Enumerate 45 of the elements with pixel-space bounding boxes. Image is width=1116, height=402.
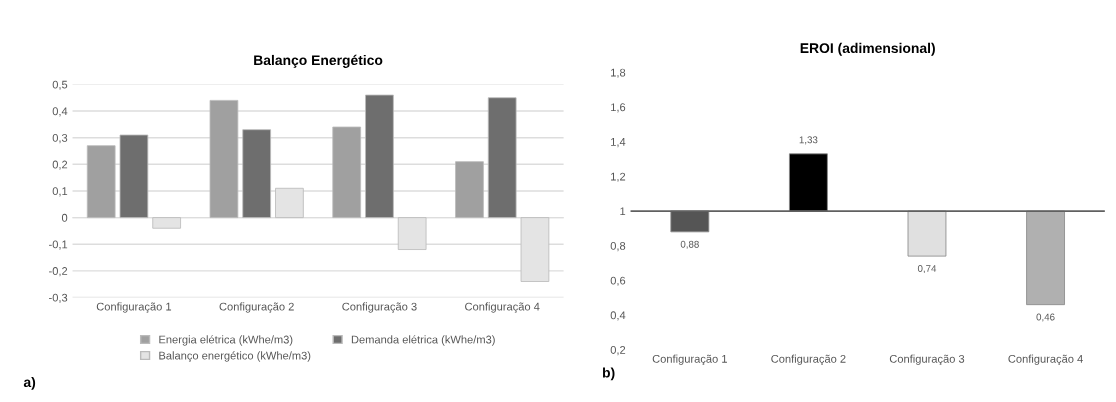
legend-label: Demanda elétrica (kWhe/m3) [351,335,495,346]
bar [119,134,149,218]
bar [86,145,116,218]
bar [209,99,239,218]
x-tick-label: Configuração 1 [652,354,727,366]
data-label: 0,74 [917,265,937,274]
y-tick-label: 0,2 [610,346,626,356]
legend-label: Balanço energético (kWhe/m3) [159,351,311,362]
bar [242,129,272,218]
x-tick-label: Configuração 2 [771,354,846,366]
y-tick-label: 0,1 [52,187,68,197]
text: b) [603,367,615,381]
legend-label: Energia elétrica (kWhe/m3) [159,335,293,346]
x-tick-label: Configuração 4 [465,302,540,313]
y-tick-label: 0,3 [52,133,68,144]
chart-title: EROI (adimensional) [800,42,935,56]
y-tick-label: -0,1 [49,240,68,250]
data-label: 0,88 [680,240,699,249]
y-tick-label: 0,4 [52,107,68,117]
text: a) [23,376,36,390]
y-tick-label: 0,4 [610,311,626,321]
y-tick-label: 0,5 [52,80,68,90]
bar [332,126,362,218]
chart-title: Balanço Energético [254,54,383,68]
x-tick-label: Configuração 2 [219,302,294,313]
y-tick-label: 1,4 [611,138,626,148]
data-label: 1,33 [799,136,818,145]
y-tick-label: 0 [61,213,68,222]
x-tick-label: Configuração 3 [889,354,965,366]
data-label: 0,46 [1036,313,1055,322]
x-tick-label: Configuração 4 [1008,354,1083,366]
bar [487,97,517,218]
y-tick-label: 1,6 [611,103,626,113]
y-tick-label: 1 [620,207,626,216]
y-tick-label: -0,2 [49,267,68,277]
y-tick-label: 0,8 [610,241,626,252]
y-tick-label: 0,2 [52,160,68,170]
y-tick-label: 1,2 [611,172,626,182]
x-tick-label: Configuração 3 [342,302,417,313]
x-tick-label: Configuração 1 [96,302,172,313]
y-tick-label: 1,8 [611,68,626,78]
y-tick-label: -0,3 [49,293,68,303]
y-tick-label: 0,6 [610,276,626,286]
bar [365,94,394,218]
bar [455,161,484,218]
